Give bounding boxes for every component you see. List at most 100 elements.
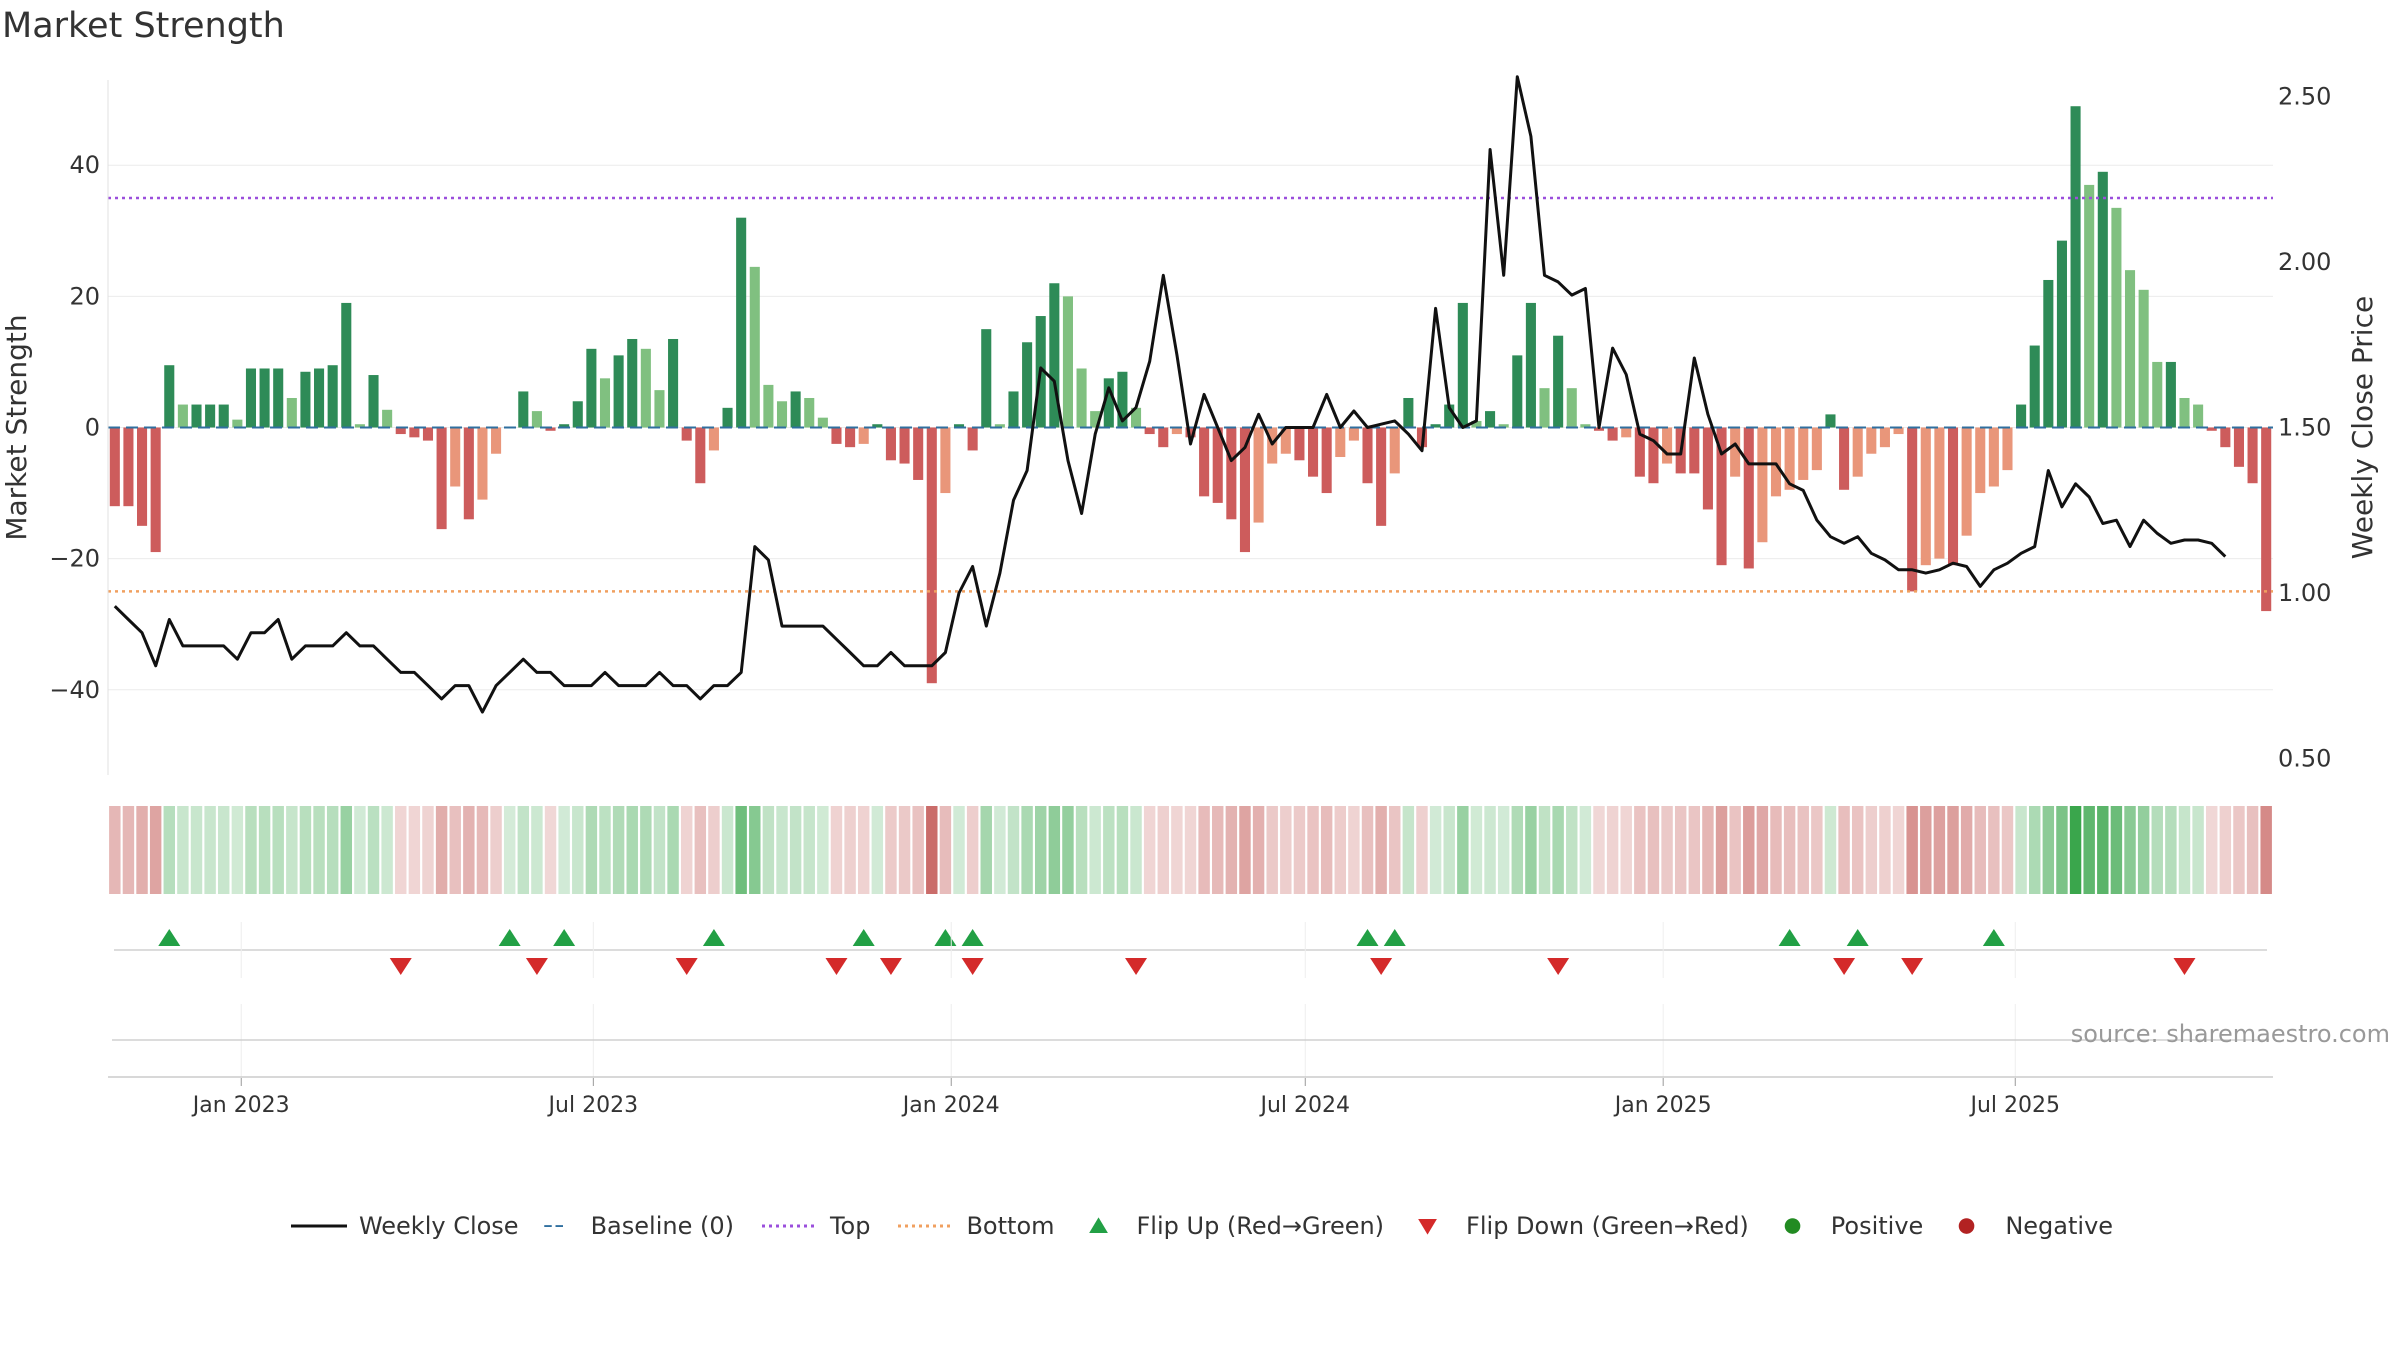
y2-tick-label: 1.00 xyxy=(2278,579,2331,607)
heat-cell xyxy=(490,806,502,894)
heat-cell xyxy=(1307,806,1319,894)
strength-bar xyxy=(1879,427,1890,448)
legend-baseline: Baseline (0) xyxy=(543,1211,734,1241)
strength-bar xyxy=(1893,427,1904,435)
heat-cell xyxy=(1865,806,1878,894)
heat-cell xyxy=(190,806,203,894)
strength-bar xyxy=(273,368,284,428)
heat-cell xyxy=(612,806,625,894)
heat-cell xyxy=(1511,806,1524,894)
strength-bar xyxy=(708,427,719,451)
heat-cell xyxy=(1457,806,1469,894)
strength-bar xyxy=(899,427,910,464)
strength-bar xyxy=(1512,355,1523,428)
strength-bar xyxy=(654,390,665,428)
strength-bar xyxy=(531,411,542,428)
heat-cell xyxy=(1729,806,1741,894)
strength-bar xyxy=(109,427,120,507)
heat-cell xyxy=(1116,806,1129,894)
strength-bar xyxy=(1580,424,1591,428)
heat-cell xyxy=(1988,806,2000,894)
strength-bar xyxy=(137,427,148,526)
heat-cell xyxy=(1075,806,1088,894)
heat-cell xyxy=(1743,806,1755,894)
strength-bar xyxy=(1308,427,1319,477)
heat-cell xyxy=(1402,806,1415,894)
heat-cell xyxy=(1239,806,1251,894)
strength-bar xyxy=(845,427,856,448)
strength-bar xyxy=(627,338,638,428)
strength-bar xyxy=(422,427,434,441)
flip-up-marker xyxy=(961,929,984,946)
heat-cell xyxy=(286,806,298,894)
heat-cell xyxy=(2069,806,2082,894)
strength-bar xyxy=(1689,427,1700,474)
heat-cell xyxy=(1348,806,1360,894)
strength-bar xyxy=(232,419,243,428)
strength-bar xyxy=(1498,424,1509,428)
y2-tick-label: 2.50 xyxy=(2278,83,2331,111)
heat-cell xyxy=(1552,806,1564,894)
flip-down-marker xyxy=(879,958,902,975)
strength-bar xyxy=(1539,388,1550,428)
strength-bar xyxy=(245,368,257,428)
flip-down-marker xyxy=(1125,958,1148,975)
strength-bar xyxy=(1757,427,1768,543)
flip-up-marker xyxy=(1846,929,1869,946)
heat-cell xyxy=(1647,806,1660,894)
heat-cell xyxy=(177,806,189,894)
strength-bar xyxy=(1239,427,1251,553)
heat-cell xyxy=(517,806,530,894)
heat-cell xyxy=(1933,806,1946,894)
heat-cell xyxy=(1702,806,1714,894)
strength-bar xyxy=(1593,427,1605,431)
legend-flip-up-label: Flip Up (Red→Green) xyxy=(1136,1212,1385,1240)
flip-down-marker xyxy=(1901,958,1924,975)
strength-bar xyxy=(1376,427,1387,526)
y-tick-label: 20 xyxy=(69,282,100,310)
strength-bar xyxy=(1907,427,1918,592)
heat-cell xyxy=(2028,806,2041,894)
heat-cell xyxy=(599,806,611,894)
legend-weekly-close-label: Weekly Close xyxy=(358,1212,519,1240)
x-tick-label: Jan 2024 xyxy=(901,1093,1000,1118)
strength-bar xyxy=(2220,427,2231,448)
strength-bar xyxy=(2043,279,2054,428)
heat-cell xyxy=(980,806,992,894)
y-tick-label: 0 xyxy=(85,414,100,442)
heat-cell xyxy=(680,806,693,894)
strength-bar xyxy=(1212,427,1223,503)
heat-cell xyxy=(898,806,911,894)
legend-top-label: Top xyxy=(829,1212,871,1240)
strength-bar xyxy=(545,427,556,431)
legend-bottom-label: Bottom xyxy=(966,1212,1055,1240)
heat-cell xyxy=(585,806,598,894)
strength-bar xyxy=(177,404,188,428)
flip-up-marker xyxy=(702,929,725,946)
strength-bar xyxy=(640,348,651,428)
heat-cell xyxy=(1062,806,1074,894)
strength-bar xyxy=(2193,404,2204,428)
heat-cell xyxy=(1824,806,1837,894)
heat-cell xyxy=(2178,806,2191,894)
heat-cell xyxy=(245,806,257,894)
strength-bar xyxy=(477,427,488,500)
heat-cell xyxy=(272,806,284,894)
y2-tick-label: 2.00 xyxy=(2278,248,2331,276)
y2-axis-title: Weekly Close Price xyxy=(2346,296,2379,559)
strength-bar xyxy=(463,427,474,520)
heat-cell xyxy=(354,806,366,894)
heat-cell xyxy=(789,806,802,894)
strength-bar xyxy=(736,217,747,428)
strength-bar xyxy=(2002,427,2013,471)
heat-cell xyxy=(1920,806,1932,894)
strength-bar xyxy=(1634,427,1645,477)
x-tick-label: Jan 2025 xyxy=(1613,1093,1712,1118)
strength-bar xyxy=(123,427,134,507)
strength-bar xyxy=(1839,427,1850,490)
strength-bar xyxy=(368,375,379,428)
heat-cell xyxy=(299,806,312,894)
heat-cell xyxy=(653,806,666,894)
strength-bar xyxy=(1988,427,1999,487)
